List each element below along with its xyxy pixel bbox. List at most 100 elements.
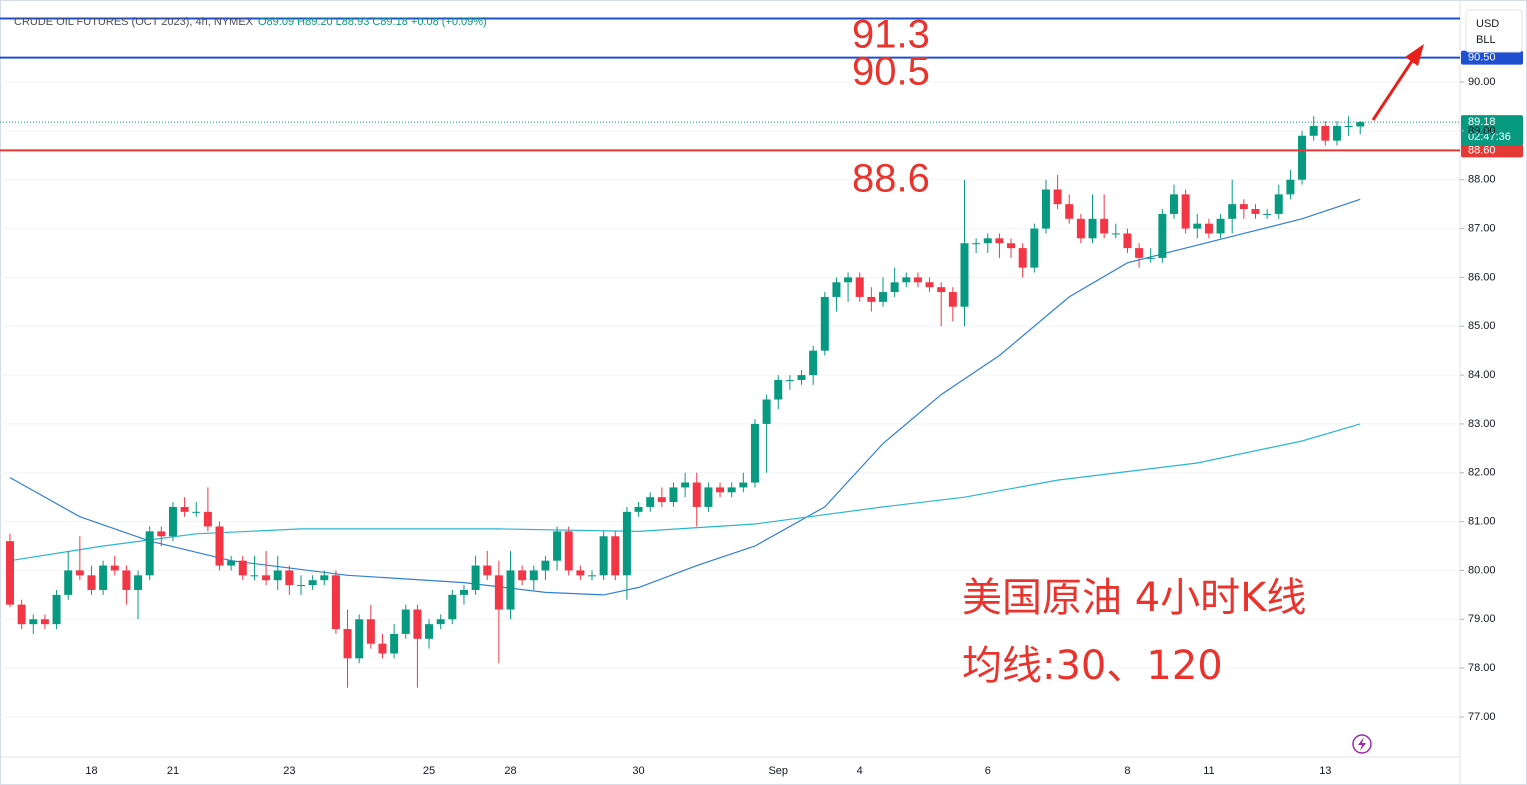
candle-body [1041, 189, 1050, 229]
last-price-tag [1461, 115, 1523, 146]
candle-body [995, 238, 1004, 244]
candle-body [646, 497, 655, 507]
candle-body [366, 619, 375, 644]
candle-body [867, 296, 876, 302]
x-tick-label: 6 [985, 765, 991, 777]
candle-body [413, 609, 422, 639]
level-tag-label: 88.60 [1468, 144, 1496, 156]
candle-body [145, 531, 154, 576]
currency: USD [1476, 18, 1499, 30]
arrow [1371, 44, 1424, 121]
candle-body [180, 506, 189, 512]
candle-body [40, 619, 49, 625]
candle-body [52, 594, 61, 625]
candle-body [948, 292, 957, 307]
y-tick-label: 87.00 [1468, 222, 1496, 234]
symbol-title: CRUDE OIL FUTURES (OCT 2023), 4h, NYMEX [14, 16, 254, 28]
annotation: 均线:30、120 [962, 643, 1223, 689]
candle-body [1251, 209, 1260, 214]
y-tick-label: 84.00 [1468, 369, 1496, 381]
candle-body [1321, 126, 1330, 141]
x-tick-label: 21 [167, 765, 179, 777]
candle-body [134, 575, 143, 590]
candle-body [1007, 243, 1016, 249]
candle-body [448, 594, 457, 620]
candle-body [401, 609, 410, 634]
candle-body [809, 350, 818, 376]
candle-body [972, 243, 981, 245]
candle-body [355, 619, 364, 659]
candle-body [657, 497, 666, 503]
x-tick-label: Sep [768, 765, 788, 777]
candle-body [29, 619, 38, 625]
candle-body [960, 243, 969, 307]
candle-body [541, 560, 550, 571]
candle-body [913, 277, 922, 283]
candle-body [1216, 218, 1225, 234]
level-tag [1461, 50, 1523, 65]
candle-body [564, 531, 573, 571]
candle-body [716, 487, 725, 493]
levels: 91.390.5 90.50 88.6 88.60 89.18 02:47:36 [0, 13, 1523, 201]
candle-body [576, 570, 585, 576]
level-tag-label: 90.50 [1468, 52, 1496, 64]
candle-body [157, 531, 166, 537]
y-tick-label: 90.00 [1468, 76, 1496, 88]
x-tick-label: 23 [283, 765, 295, 777]
candle-body [1065, 204, 1074, 219]
candle-body [797, 375, 806, 380]
candle-body [390, 633, 399, 654]
candle-body [832, 282, 841, 297]
x-tick-label: 25 [423, 765, 435, 777]
candle-body [227, 560, 236, 566]
candle-body [331, 575, 340, 630]
unit: BLL [1476, 34, 1496, 46]
candle-body [297, 585, 305, 587]
x-tick-label: 13 [1319, 765, 1331, 777]
y-tick-label: 86.00 [1468, 271, 1496, 283]
candle-body [1018, 248, 1027, 268]
candle-body [1146, 257, 1155, 259]
candle-body [937, 287, 946, 293]
y-tick-label: 78.00 [1468, 662, 1496, 674]
candle-body [634, 506, 643, 512]
candle-body [378, 643, 387, 654]
moving-average [9, 423, 1361, 562]
candle-body [1193, 223, 1202, 229]
candle-body [1158, 213, 1167, 258]
candle-body [879, 292, 887, 302]
candle-body [902, 277, 911, 283]
candle-body [459, 589, 468, 595]
candle-body [762, 399, 771, 424]
candle-body [192, 511, 201, 513]
candle-body [17, 604, 26, 625]
candle-body [285, 570, 294, 586]
candle-body [774, 379, 783, 400]
candle-body [110, 565, 119, 571]
ohlc-readout: O89.09 H89.20 L88.93 C89.18 +0.08 (+0.09… [258, 16, 487, 28]
x-tick-label: 18 [85, 765, 97, 777]
candles [6, 116, 1365, 688]
alert-icon[interactable] [1352, 734, 1372, 754]
candle-body [168, 506, 177, 537]
candle-body [250, 575, 259, 577]
candle-body [1228, 204, 1237, 219]
candle-body [529, 570, 538, 581]
candle-body [262, 575, 271, 581]
countdown: 02:47:36 [1468, 131, 1511, 143]
candle-body [1030, 228, 1039, 268]
candle-body [1076, 218, 1085, 239]
currency-box[interactable] [1465, 9, 1523, 53]
candle-body [320, 575, 329, 581]
candle-body [1332, 126, 1341, 141]
candle-body [1263, 213, 1272, 215]
y-tick-label: 82.00 [1468, 467, 1496, 479]
candle-body [983, 238, 992, 244]
y-tick-label: 80.00 [1468, 564, 1496, 576]
candle-body [785, 379, 794, 381]
candle-body [494, 575, 503, 610]
candle-body [273, 570, 282, 581]
y-tick-label: 77.00 [1468, 711, 1496, 723]
y-tick-label: 88.00 [1468, 174, 1496, 186]
